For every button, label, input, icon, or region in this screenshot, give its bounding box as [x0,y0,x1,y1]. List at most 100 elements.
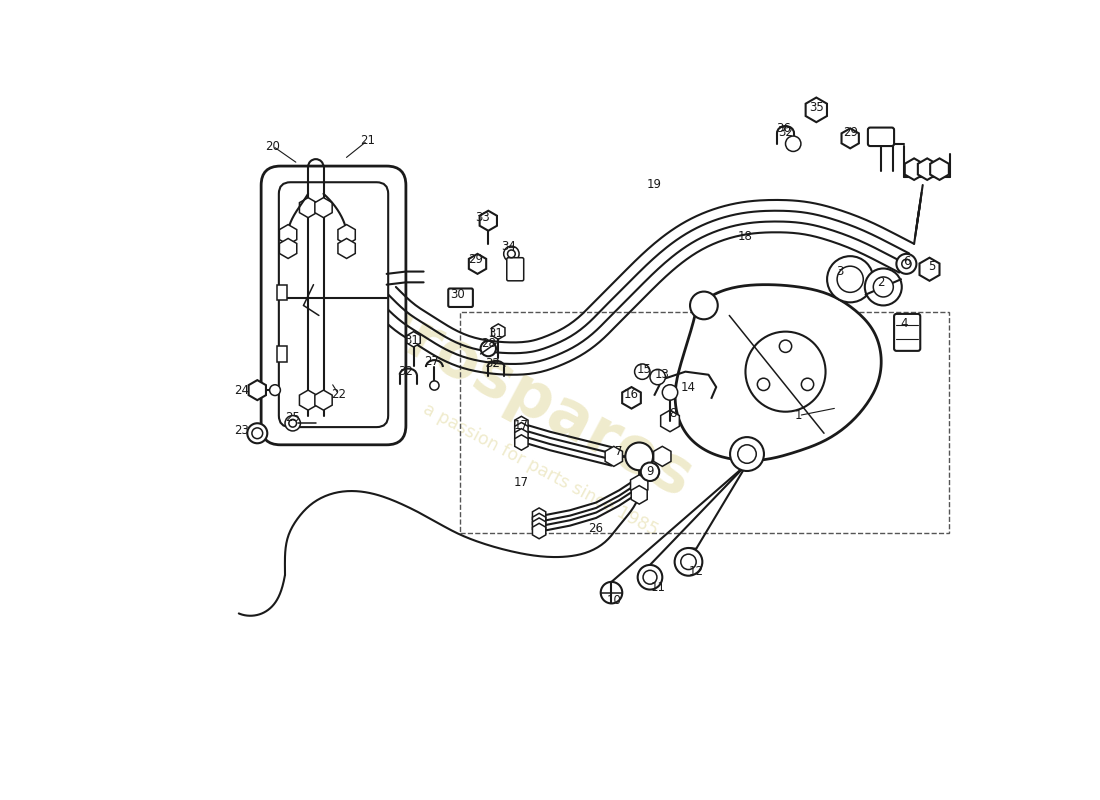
Circle shape [635,364,650,379]
Text: 17: 17 [514,476,529,489]
Text: 11: 11 [650,581,666,594]
FancyBboxPatch shape [894,314,921,351]
Circle shape [746,332,826,412]
Circle shape [873,277,893,297]
Polygon shape [515,422,528,438]
Text: 6: 6 [903,255,910,268]
Polygon shape [917,158,936,180]
Text: 19: 19 [647,178,662,191]
Circle shape [640,462,659,481]
Circle shape [625,442,653,470]
Polygon shape [532,514,546,529]
Polygon shape [299,390,317,410]
Text: 4: 4 [900,317,908,330]
Circle shape [504,246,519,262]
Polygon shape [805,98,827,122]
Text: 24: 24 [234,384,250,397]
Circle shape [650,370,666,385]
Polygon shape [630,475,648,495]
Text: 8: 8 [670,406,676,420]
Polygon shape [338,225,355,245]
Circle shape [638,565,662,590]
Circle shape [662,385,678,400]
Text: 1: 1 [795,409,802,422]
Circle shape [681,554,696,570]
Text: 28: 28 [481,338,496,350]
Circle shape [481,341,496,356]
Text: 20: 20 [265,139,280,153]
Text: 34: 34 [500,240,516,253]
Text: 32: 32 [485,358,501,370]
Text: 25: 25 [285,411,300,424]
Circle shape [730,437,763,471]
Text: 12: 12 [689,566,704,578]
Polygon shape [920,258,939,281]
Text: 29: 29 [468,253,483,266]
Text: 17: 17 [514,419,529,432]
Polygon shape [315,390,332,410]
Polygon shape [842,128,859,148]
FancyBboxPatch shape [507,258,524,281]
Circle shape [270,385,280,395]
FancyBboxPatch shape [261,166,406,445]
Polygon shape [492,324,505,339]
Polygon shape [532,518,546,534]
Circle shape [902,259,911,269]
Circle shape [252,428,263,438]
Circle shape [690,291,717,319]
Polygon shape [532,508,546,523]
Polygon shape [249,380,266,400]
Polygon shape [623,387,641,409]
Circle shape [785,136,801,151]
Polygon shape [653,446,671,466]
Polygon shape [515,416,528,432]
Text: 2: 2 [877,276,884,289]
Text: 14: 14 [681,381,696,394]
Text: 32: 32 [398,365,414,378]
Text: 3: 3 [836,265,843,278]
Polygon shape [661,410,680,432]
Text: 15: 15 [637,363,652,376]
Circle shape [674,548,703,576]
Circle shape [507,250,515,258]
FancyBboxPatch shape [868,127,894,146]
Polygon shape [905,158,923,180]
Polygon shape [515,435,528,450]
Polygon shape [279,238,297,258]
Polygon shape [469,254,486,274]
Text: 16: 16 [624,388,639,402]
Polygon shape [515,429,528,444]
Circle shape [738,445,757,463]
Text: 5: 5 [928,261,935,274]
Text: 22: 22 [331,388,346,402]
Polygon shape [532,523,546,538]
FancyBboxPatch shape [279,182,388,427]
Text: 36: 36 [776,122,791,135]
Text: 31: 31 [488,326,504,340]
Text: 27: 27 [424,355,439,368]
Circle shape [430,381,439,390]
Circle shape [802,378,814,390]
Text: 33: 33 [475,211,491,224]
Polygon shape [675,285,881,459]
Text: eurospares: eurospares [317,266,703,511]
Text: 7: 7 [615,446,623,458]
Polygon shape [279,225,297,245]
Circle shape [601,582,623,603]
Text: 13: 13 [654,368,670,382]
Text: 30: 30 [450,288,465,301]
Circle shape [865,269,902,306]
Polygon shape [631,486,647,504]
Polygon shape [299,198,317,218]
Text: 21: 21 [360,134,375,147]
Circle shape [757,378,770,390]
Circle shape [644,570,657,584]
Text: 10: 10 [606,594,621,607]
Bar [277,346,286,362]
Polygon shape [931,158,949,180]
Circle shape [248,423,267,443]
Circle shape [780,340,792,353]
Polygon shape [338,238,355,258]
Circle shape [837,266,864,292]
Circle shape [896,254,916,274]
